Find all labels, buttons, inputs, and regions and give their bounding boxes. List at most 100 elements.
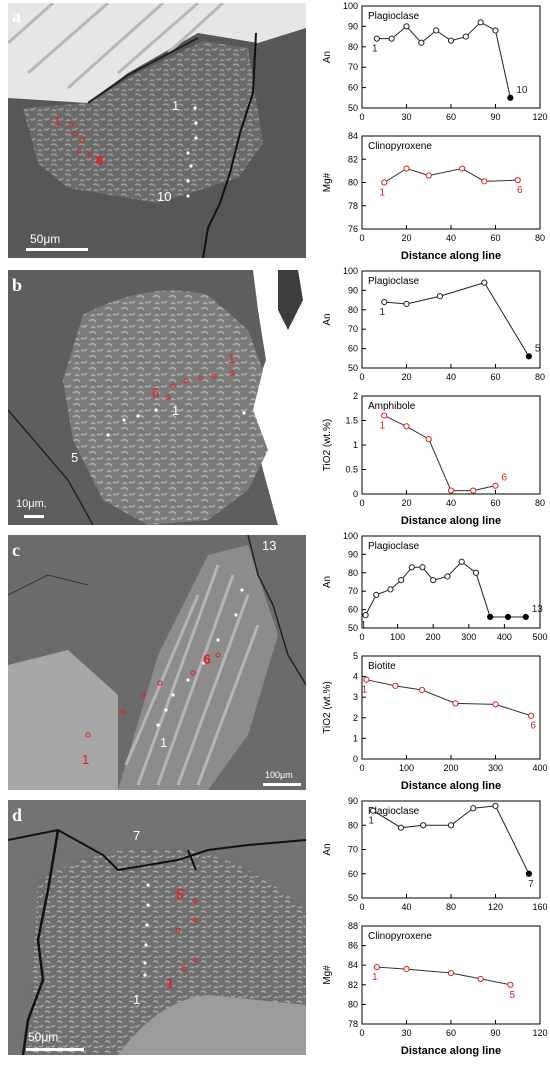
x-tick-label: 300 — [461, 632, 476, 642]
chart-svg: 0 20 40 60 80 50 60 70 80 90 100 An Plagioclase 1 5 — [322, 266, 545, 382]
scale-bar-line — [26, 1048, 84, 1051]
image-point-label: 1 — [133, 992, 141, 1007]
data-point — [408, 564, 415, 571]
x-tick-label: 0 — [359, 632, 364, 642]
data-point — [381, 298, 388, 306]
y-tick-label: 70 — [348, 845, 358, 855]
y-tick-label: 70 — [348, 324, 358, 334]
chart-plagioclase-a: 0 30 60 90 120 50 60 70 80 90 100 An Plagioclase 1 10 — [318, 0, 550, 130]
x-tick-label: 60 — [490, 233, 500, 243]
data-point — [392, 682, 399, 689]
chart-plagioclase-b: 0 20 40 60 80 50 60 70 80 90 100 An Plagioclase 1 5 — [318, 265, 550, 390]
data-point — [459, 165, 466, 172]
chart-title: Clinopyroxene — [368, 141, 432, 152]
x-tick-label: 20 — [401, 372, 411, 382]
image-point-label: 6 — [96, 153, 104, 168]
data-point — [528, 712, 535, 719]
image-point-label: 1 — [160, 735, 168, 750]
y-tick-label: 86 — [348, 941, 358, 951]
x-tick-label: 90 — [490, 112, 500, 122]
series-line — [376, 21, 511, 98]
x-tick-label: 40 — [446, 372, 456, 382]
point-label-end: 6 — [502, 473, 508, 484]
bse-image-a — [8, 3, 306, 258]
point-label-end: 5 — [510, 990, 516, 1001]
bse-image-b — [8, 270, 306, 525]
x-tick-label: 100 — [390, 632, 405, 642]
x-axis-label: Distance along line — [401, 780, 501, 792]
y-tick-label: 50 — [348, 623, 358, 633]
y-axis-label: An — [322, 313, 333, 325]
data-point — [525, 870, 532, 877]
data-point — [447, 822, 455, 829]
y-tick-label: 90 — [348, 796, 358, 806]
chart-title: Plagioclase — [368, 11, 420, 22]
image-point-label: 13 — [262, 538, 277, 553]
y-tick-label: 82 — [348, 980, 358, 990]
y-tick-label: 80 — [348, 820, 358, 830]
data-point — [370, 807, 377, 814]
data-point — [492, 482, 499, 489]
panel-d: d 7 1 5 1 50μm 0 40 80 120 160 50 60 70 80 90 An Pl… — [0, 795, 550, 1060]
panel-letter: d — [12, 805, 23, 825]
point-label-start: 1 — [379, 307, 385, 318]
data-point — [373, 35, 380, 42]
data-point — [507, 981, 514, 988]
data-point — [487, 613, 494, 621]
x-axis-label: Distance along line — [401, 515, 501, 527]
y-tick-label: 80 — [348, 42, 358, 52]
data-point — [492, 802, 499, 809]
image-point-label: 6 — [152, 385, 160, 400]
data-point — [403, 23, 410, 30]
data-point — [425, 172, 432, 179]
y-tick-label: 100 — [343, 531, 358, 541]
y-tick-label: 2 — [353, 391, 358, 401]
x-tick-label: 0 — [359, 902, 364, 912]
y-axis-label: An — [322, 843, 333, 855]
data-point — [492, 27, 499, 34]
data-point — [458, 558, 465, 565]
y-tick-label: 60 — [348, 869, 358, 879]
data-point — [403, 423, 410, 430]
x-tick-label: 30 — [401, 1028, 411, 1038]
data-point — [470, 805, 477, 812]
point-label-start: 1 — [368, 816, 374, 827]
y-tick-label: 84 — [348, 960, 358, 970]
image-point-label: 5 — [176, 886, 184, 902]
x-tick-label: 200 — [426, 632, 441, 642]
chart-svg: 0 30 60 90 120 50 60 70 80 90 100 An Plagioclase 1 10 — [322, 1, 548, 122]
panel-letter: b — [12, 275, 23, 295]
x-tick-label: 30 — [401, 112, 411, 122]
scale-bar-label: 50μm — [28, 1030, 59, 1044]
chart-title: Clinopyroxene — [368, 931, 432, 942]
image-point-label: 1 — [166, 975, 174, 991]
image-point-label: 1 — [172, 403, 180, 418]
y-axis-label: Mg# — [322, 965, 333, 985]
x-tick-label: 500 — [532, 632, 547, 642]
data-point — [514, 177, 521, 184]
chart-amphibole-b: 0 20 40 60 80 0 0.5 1 1.5 2 TiO2 (wt.%) Distance al… — [318, 390, 550, 530]
y-tick-label: 60 — [348, 83, 358, 93]
data-point — [398, 577, 405, 584]
scale-bar-label: 50μm — [30, 232, 61, 246]
y-axis-label: TiO2 (wt.%) — [322, 419, 333, 471]
data-point — [462, 33, 469, 40]
y-tick-label: 60 — [348, 605, 358, 615]
image-point-label: 10 — [157, 189, 172, 204]
data-point — [373, 964, 380, 971]
y-tick-label: 70 — [348, 62, 358, 72]
data-point — [373, 591, 380, 598]
x-tick-label: 100 — [399, 763, 414, 773]
data-point — [522, 613, 529, 621]
x-tick-label: 120 — [488, 902, 503, 912]
series-line — [366, 679, 532, 717]
x-tick-label: 0 — [359, 498, 364, 508]
panel-c: c 13 1 6 1 100μm 0 100 200 300 400 500 50 60 70 8… — [0, 530, 550, 795]
data-point — [363, 676, 370, 683]
x-tick-label: 40 — [401, 902, 411, 912]
image-point-label: 1 — [228, 351, 236, 366]
y-tick-label: 0 — [353, 754, 358, 764]
y-tick-label: 2 — [353, 713, 358, 723]
y-tick-label: 90 — [348, 549, 358, 559]
y-tick-label: 4 — [353, 672, 358, 682]
